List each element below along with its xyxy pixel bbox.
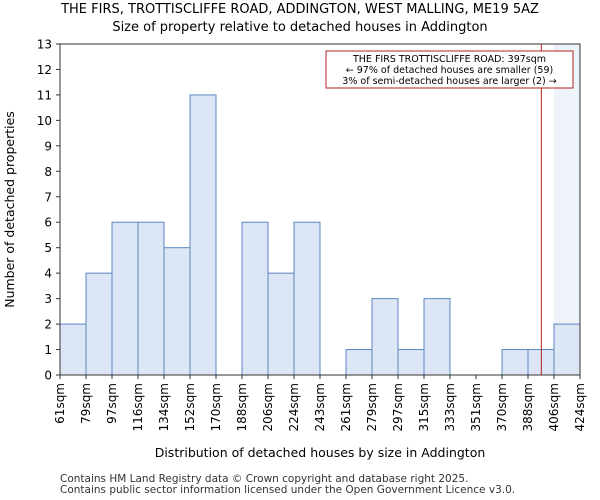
bar <box>163 247 191 376</box>
y-tick-label: 10 <box>37 114 52 128</box>
annotation-border <box>325 50 574 89</box>
y-tick-label: 4 <box>44 267 52 281</box>
x-tick-label: 388sqm <box>521 383 535 431</box>
x-axis-label: Distribution of detached houses by size … <box>155 445 486 460</box>
y-tick-label: 5 <box>44 241 52 255</box>
y-tick-label: 12 <box>37 63 52 77</box>
x-tick-label: 333sqm <box>443 383 457 431</box>
bar <box>267 272 295 376</box>
x-tick-label: 79sqm <box>79 383 93 424</box>
x-tick-label: 224sqm <box>287 383 301 431</box>
x-tick-label: 152sqm <box>183 383 197 431</box>
x-tick-label: 170sqm <box>209 383 223 431</box>
y-tick-label: 1 <box>44 343 52 357</box>
x-tick-label: 134sqm <box>157 383 171 431</box>
x-tick-label: 297sqm <box>391 383 405 431</box>
bar <box>423 298 451 376</box>
y-tick-label: 6 <box>44 216 52 230</box>
bar <box>85 272 113 376</box>
bar <box>371 298 399 376</box>
y-tick-label: 9 <box>44 139 52 153</box>
chart-subtitle: Size of property relative to detached ho… <box>112 20 488 35</box>
bar <box>345 349 373 376</box>
annotation-box: THE FIRS TROTTISCLIFFE ROAD: 397sqm← 97%… <box>325 50 574 89</box>
x-tick-label: 188sqm <box>235 383 249 431</box>
bar <box>111 221 139 376</box>
annotation-line: ← 97% of detached houses are smaller (59… <box>346 65 553 76</box>
bar <box>501 349 529 376</box>
x-tick-label: 243sqm <box>313 383 327 431</box>
y-tick-label: 13 <box>37 38 52 52</box>
y-tick-label: 8 <box>44 165 52 179</box>
x-tick-label: 116sqm <box>131 383 145 431</box>
x-tick-label: 97sqm <box>105 383 119 424</box>
y-tick-label: 11 <box>37 88 52 102</box>
bar <box>241 221 269 376</box>
x-tick-label: 279sqm <box>365 383 379 431</box>
copyright-notice: Contains HM Land Registry data © Crown c… <box>60 473 469 485</box>
annotation-line: 3% of semi-detached houses are larger (2… <box>342 76 556 87</box>
x-tick-label: 370sqm <box>495 383 509 431</box>
y-axis-label: Number of detached properties <box>2 111 17 308</box>
x-tick-label: 406sqm <box>547 383 561 431</box>
y-tick-label: 2 <box>44 318 52 332</box>
x-tick-label: 206sqm <box>261 383 275 431</box>
y-tick-label: 0 <box>44 369 52 383</box>
bar <box>137 221 165 376</box>
x-tick-label: 261sqm <box>339 383 353 431</box>
licence-notice: Contains public sector information licen… <box>60 484 516 496</box>
x-tick-label: 424sqm <box>573 383 587 431</box>
bar <box>59 323 87 376</box>
bar <box>397 349 425 376</box>
chart-title-address: THE FIRS, TROTTISCLIFFE ROAD, ADDINGTON,… <box>61 2 539 17</box>
bar <box>293 221 321 376</box>
x-tick-label: 315sqm <box>417 383 431 431</box>
x-tick-label: 61sqm <box>53 383 67 424</box>
highlight-band <box>554 44 580 375</box>
bar <box>189 94 217 376</box>
annotation-line: THE FIRS TROTTISCLIFFE ROAD: 397sqm <box>352 54 546 65</box>
bar <box>553 323 581 376</box>
y-tick-label: 7 <box>44 190 52 204</box>
x-tick-label: 351sqm <box>469 383 483 431</box>
y-tick-label: 3 <box>44 292 52 306</box>
